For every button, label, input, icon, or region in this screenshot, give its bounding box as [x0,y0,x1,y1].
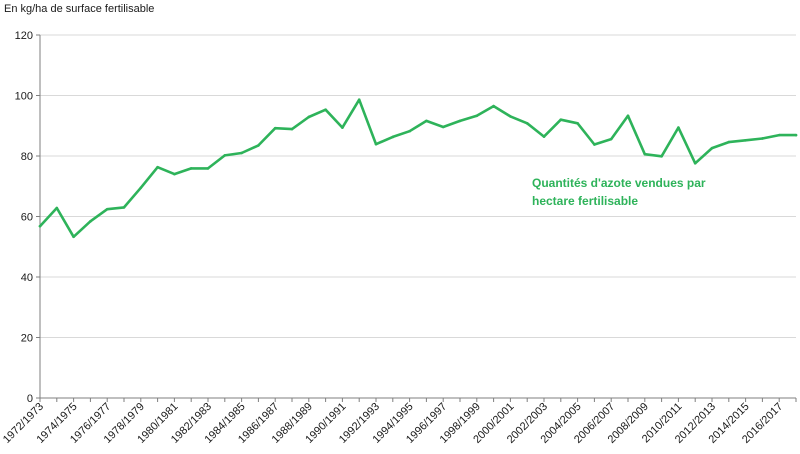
data-point [38,224,42,228]
data-point [626,114,630,118]
data-point [609,137,613,141]
data-point [492,104,495,108]
gridlines [40,34,796,338]
data-point [660,155,663,158]
data-point [324,108,327,112]
y-tick-label: 60 [21,212,33,224]
y-axis-ticks: 0 20 40 60 80 100 120 [15,30,40,405]
y-tick-label: 40 [21,272,33,284]
data-point [206,167,210,170]
data-point [173,172,176,176]
data-point [677,126,680,129]
data-point [693,161,697,165]
series-annotation: Quantités d'azote vendues par hectare fe… [532,176,706,208]
data-point [542,135,546,138]
data-point [257,144,260,147]
data-point [240,151,243,155]
data-point [357,98,361,102]
data-point [441,125,445,129]
y-tick-label: 0 [27,393,33,405]
data-point [223,154,227,157]
data-point [374,142,378,146]
data-point [475,114,479,118]
data-point [744,138,747,142]
data-point [408,129,411,133]
data-point [89,220,92,223]
data-point [391,135,395,139]
data-point [290,127,294,131]
y-tick-label: 20 [21,333,33,345]
series-line [38,98,798,239]
data-point [156,165,159,169]
data-point [273,126,277,130]
data-point [425,119,428,123]
data-point [72,235,75,239]
data-point [525,122,529,125]
data-point [307,115,311,119]
data-point [509,115,512,118]
data-point [559,118,563,121]
y-tick-label: 100 [15,91,33,103]
data-point [55,206,59,210]
axes [39,35,796,399]
x-axis-ticks: 1972/19731974/19751976/19771978/19791980… [1,398,797,446]
data-point [727,140,731,144]
y-axis-unit-label: En kg/ha de surface fertilisable [4,3,155,15]
data-point [341,126,344,129]
data-point [189,167,193,170]
y-tick-label: 120 [15,30,33,42]
data-point [794,133,798,137]
data-point [777,133,781,137]
data-point [105,207,109,211]
data-point [458,119,462,123]
data-point [139,186,143,190]
data-point [643,152,647,156]
data-point [761,137,764,140]
data-point [576,122,579,125]
y-tick-label: 80 [21,151,33,163]
data-point [593,143,596,146]
data-point [122,206,126,209]
series-line-path [38,98,798,239]
data-point [710,146,714,150]
